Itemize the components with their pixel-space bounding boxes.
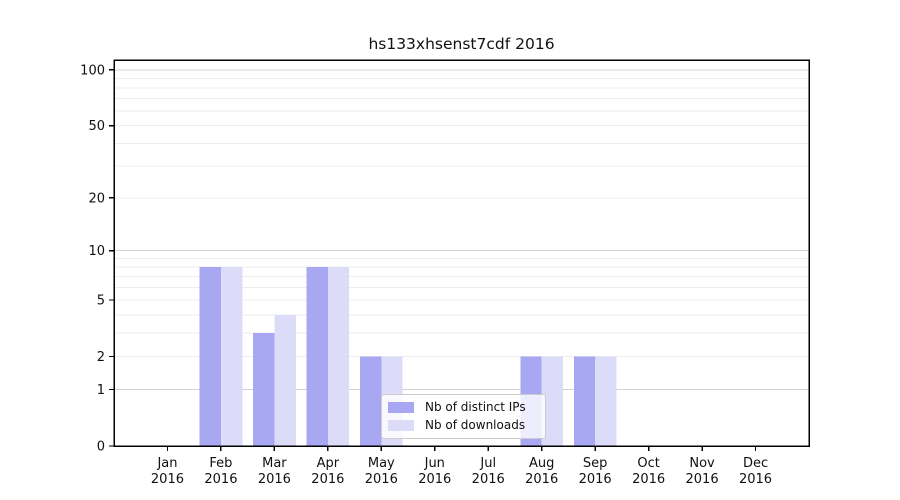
y-tick-label-20: 20 [88,191,105,206]
y-tick-label-5: 5 [97,293,105,308]
legend: Nb of distinct IPs Nb of downloads [381,394,546,439]
x-tick-label-year-mar: 2016 [258,472,291,487]
x-tick-label-year-aug: 2016 [525,472,558,487]
x-tick-label-month-oct: Oct [637,456,659,471]
bar-nb-of-downloads-feb [220,266,243,446]
x-tick-label-year-may: 2016 [365,472,398,487]
x-tick-label-month-jan: Jan [156,456,177,471]
legend-item-downloads: Nb of downloads [388,418,537,432]
plot-border [113,59,810,447]
legend-label-distinct-ips: Nb of distinct IPs [425,400,526,414]
y-tick-label-1: 1 [97,383,105,398]
bar-nb-of-distinct-ips-may [359,356,382,446]
bar-nb-of-distinct-ips-feb [199,266,221,446]
x-tick-label-month-jul: Jul [479,456,496,471]
x-tick-label-year-jan: 2016 [151,472,184,487]
x-tick-label-year-dec: 2016 [739,472,772,487]
x-tick-label-year-apr: 2016 [311,472,344,487]
bar-nb-of-downloads-apr [327,266,350,446]
legend-swatch-downloads [388,419,414,431]
x-tick-label-month-sep: Sep [583,456,608,471]
chart-title: hs133xhsenst7cdf 2016 [368,35,555,53]
x-tick-label-year-nov: 2016 [686,472,719,487]
x-tick-label-month-mar: Mar [262,456,287,471]
x-tick-label-month-nov: Nov [689,456,715,471]
bar-nb-of-downloads-sep [595,356,617,446]
x-tick-label-month-dec: Dec [743,456,768,471]
legend-swatch-distinct-ips [388,401,414,413]
legend-item-distinct-ips: Nb of distinct IPs [388,400,537,414]
bar-nb-of-distinct-ips-mar [253,333,275,446]
y-tick-label-10: 10 [88,244,105,259]
bar-nb-of-distinct-ips-sep [573,356,596,446]
x-tick-label-month-apr: Apr [317,456,340,471]
legend-label-downloads: Nb of downloads [425,418,526,432]
x-tick-label-month-jun: Jun [424,456,445,471]
x-tick-label-year-oct: 2016 [632,472,665,487]
y-tick-label-2: 2 [97,350,105,365]
x-tick-label-year-jul: 2016 [472,472,505,487]
x-tick-label-year-feb: 2016 [204,472,237,487]
x-tick-label-month-feb: Feb [209,456,232,471]
bar-nb-of-downloads-mar [274,314,296,446]
bar-nb-of-downloads-aug [541,356,564,446]
x-tick-label-month-aug: Aug [529,456,554,471]
y-tick-label-50: 50 [88,119,105,134]
bar-nb-of-distinct-ips-apr [306,266,328,446]
x-tick-label-month-may: May [368,456,395,471]
y-tick-label-0: 0 [97,440,105,455]
y-tick-label-100: 100 [80,63,105,78]
x-tick-label-year-sep: 2016 [579,472,612,487]
x-tick-label-year-jun: 2016 [418,472,451,487]
